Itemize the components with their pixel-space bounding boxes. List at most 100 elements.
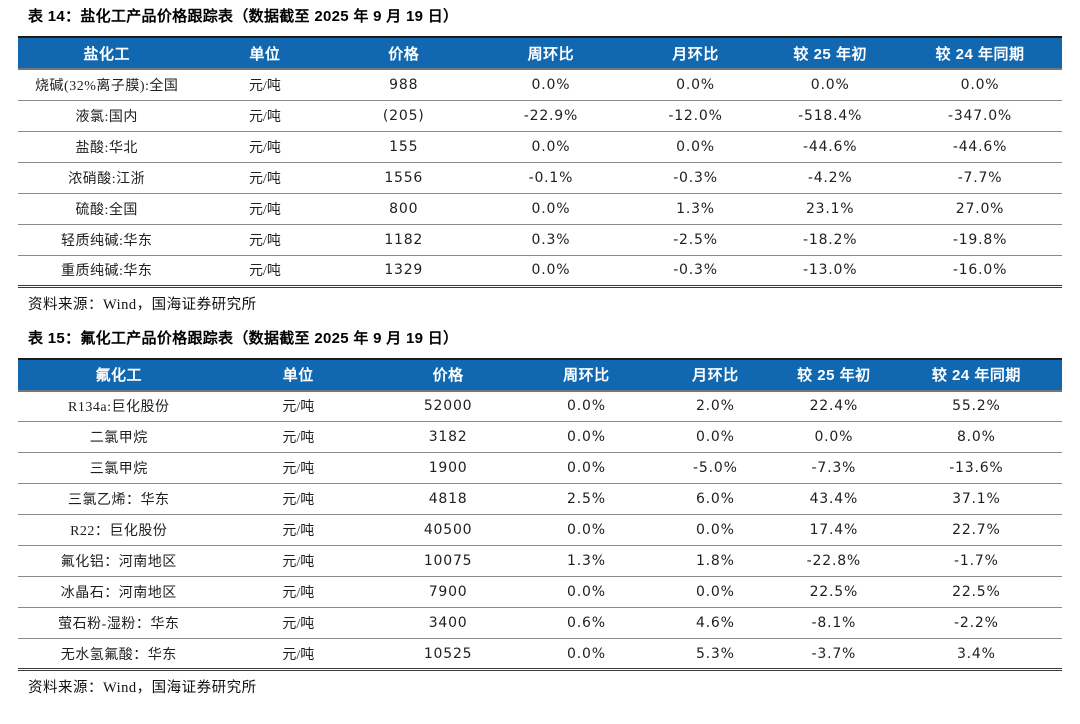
table15-fluorine-chemical-price-table: 氟化工 单位 价格 周环比 月环比 较 25 年初 较 24 年同期 R134a… [18,357,1062,671]
yoy-cell: 55.2% [890,390,1062,422]
ytd-cell: 43.4% [776,483,891,515]
table14-header: 盐化工 单位 价格 周环比 月环比 较 25 年初 较 24 年同期 [18,36,1062,70]
table-row: 三氯甲烷 元/吨 1900 0.0% -5.0% -7.3% -13.6% [18,452,1062,484]
unit-cell: 元/吨 [195,193,335,225]
table-row: 无水氢氟酸：华东 元/吨 10525 0.0% 5.3% -3.7% 3.4% [18,638,1062,671]
table14-source-note: 资料来源：Wind，国海证券研究所 [28,296,257,313]
yoy-cell: 8.0% [890,421,1062,453]
row-label-cell: 二氯甲烷 [18,421,220,453]
ytd-cell: 22.4% [776,390,891,422]
unit-cell: 元/吨 [219,638,378,671]
yoy-cell: -13.6% [890,452,1062,484]
wow-cell: 0.0% [519,638,654,671]
mom-cell: 0.0% [628,131,763,163]
mom-cell: 1.3% [628,193,763,225]
column-header-unit: 单位 [219,357,378,392]
mom-cell: 1.8% [653,545,777,577]
yoy-cell: -347.0% [898,100,1062,132]
ytd-cell: -13.0% [762,255,899,288]
wow-cell: 0.0% [519,576,654,608]
mom-cell: -2.5% [628,224,763,256]
yoy-cell: 37.1% [890,483,1062,515]
unit-cell: 元/吨 [219,452,378,484]
unit-cell: 元/吨 [195,255,335,288]
ytd-cell: -4.2% [762,162,899,194]
row-label-cell: R134a:巨化股份 [18,390,220,422]
row-label-cell: 液氯:国内 [18,100,196,132]
price-cell: 988 [334,69,474,101]
yoy-cell: -2.2% [890,607,1062,639]
unit-cell: 元/吨 [219,607,378,639]
wow-cell: 0.0% [473,131,629,163]
yoy-cell: 27.0% [898,193,1062,225]
mom-cell: 0.0% [653,576,777,608]
row-label-cell: 冰晶石：河南地区 [18,576,220,608]
price-cell: 800 [334,193,474,225]
column-header-wow: 周环比 [519,357,654,392]
table-header-row: 盐化工 单位 价格 周环比 月环比 较 25 年初 较 24 年同期 [18,36,1062,70]
table-row: 三氯乙烯：华东 元/吨 4818 2.5% 6.0% 43.4% 37.1% [18,483,1062,515]
unit-cell: 元/吨 [219,421,378,453]
ytd-cell: -518.4% [762,100,899,132]
mom-cell: 2.0% [653,390,777,422]
price-cell: (205) [334,100,474,132]
price-cell: 1900 [377,452,520,484]
ytd-cell: 23.1% [762,193,899,225]
yoy-cell: 3.4% [890,638,1062,671]
table-row: 轻质纯碱:华东 元/吨 1182 0.3% -2.5% -18.2% -19.8% [18,224,1062,256]
price-cell: 155 [334,131,474,163]
table-row: 烧碱(32%离子膜):全国 元/吨 988 0.0% 0.0% 0.0% 0.0% [18,69,1062,101]
column-header-wow: 周环比 [473,36,629,70]
price-cell: 1556 [334,162,474,194]
column-header-ytd: 较 25 年初 [776,357,891,392]
wow-cell: 0.0% [519,390,654,422]
column-header-price: 价格 [334,36,474,70]
table-row: 盐酸:华北 元/吨 155 0.0% 0.0% -44.6% -44.6% [18,131,1062,163]
wow-cell: 2.5% [519,483,654,515]
wow-cell: 0.3% [473,224,629,256]
price-cell: 7900 [377,576,520,608]
column-header-unit: 单位 [195,36,335,70]
unit-cell: 元/吨 [195,131,335,163]
unit-cell: 元/吨 [195,224,335,256]
price-cell: 4818 [377,483,520,515]
mom-cell: -0.3% [628,255,763,288]
yoy-cell: 22.5% [890,576,1062,608]
price-cell: 10075 [377,545,520,577]
row-label-cell: 无水氢氟酸：华东 [18,638,220,671]
table-row: 重质纯碱:华东 元/吨 1329 0.0% -0.3% -13.0% -16.0% [18,255,1062,288]
table-header-row: 氟化工 单位 价格 周环比 月环比 较 25 年初 较 24 年同期 [18,357,1062,392]
column-header-price: 价格 [377,357,520,392]
mom-cell: 6.0% [653,483,777,515]
table-row: 氟化铝：河南地区 元/吨 10075 1.3% 1.8% -22.8% -1.7% [18,545,1062,577]
wow-cell: 0.0% [519,452,654,484]
wow-cell: 0.0% [473,255,629,288]
unit-cell: 元/吨 [219,390,378,422]
price-cell: 10525 [377,638,520,671]
row-label-cell: 重质纯碱:华东 [18,255,196,288]
price-cell: 1329 [334,255,474,288]
ytd-cell: 0.0% [776,421,891,453]
wow-cell: 0.0% [519,514,654,546]
price-cell: 3182 [377,421,520,453]
wow-cell: 0.0% [473,69,629,101]
table-row: R134a:巨化股份 元/吨 52000 0.0% 2.0% 22.4% 55.2% [18,390,1062,422]
price-cell: 1182 [334,224,474,256]
price-cell: 52000 [377,390,520,422]
yoy-cell: -19.8% [898,224,1062,256]
mom-cell: -0.3% [628,162,763,194]
row-label-cell: R22：巨化股份 [18,514,220,546]
unit-cell: 元/吨 [195,100,335,132]
mom-cell: 0.0% [653,514,777,546]
column-header-yoy: 较 24 年同期 [890,357,1062,392]
row-label-cell: 氟化铝：河南地区 [18,545,220,577]
ytd-cell: 22.5% [776,576,891,608]
ytd-cell: -22.8% [776,545,891,577]
column-header-yoy: 较 24 年同期 [898,36,1062,70]
table14-title: 表 14：盐化工产品价格跟踪表（数据截至 2025 年 9 月 19 日） [28,8,459,25]
unit-cell: 元/吨 [219,483,378,515]
price-cell: 3400 [377,607,520,639]
ytd-cell: -44.6% [762,131,899,163]
mom-cell: -5.0% [653,452,777,484]
price-cell: 40500 [377,514,520,546]
